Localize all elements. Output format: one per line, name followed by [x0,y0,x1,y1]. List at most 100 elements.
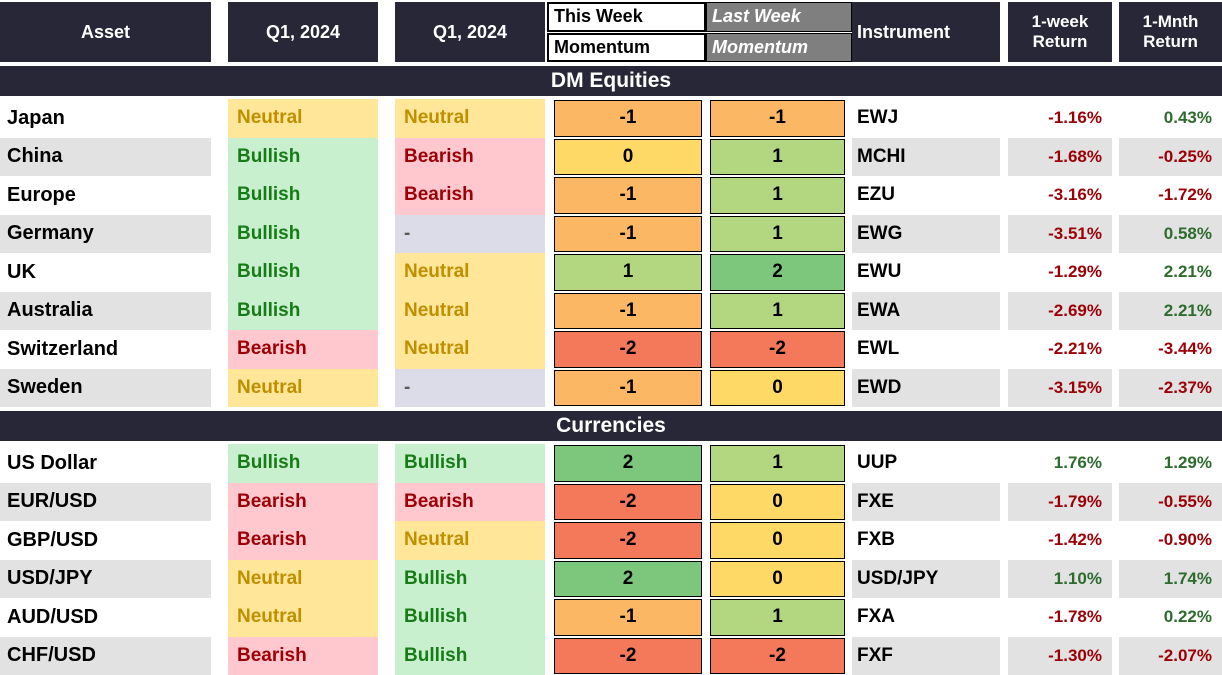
section-header-bar: DM Equities [0,66,1222,96]
q1-signal-current: Neutral [228,369,378,408]
week-return-value: -2.21% [1008,330,1112,369]
asset-name: AUD/USD [0,598,211,637]
last-week-momentum-value: 0 [710,522,845,559]
column-gap [211,369,228,408]
this-week-momentum-value: 2 [554,445,702,482]
column-gap [1112,369,1119,408]
q1-signal-current: Bullish [228,253,378,292]
column-gap [1000,253,1008,292]
column-gap [211,2,228,62]
q1-signal-previous: Bearish [395,483,545,522]
week-return-value: -1.78% [1008,598,1112,637]
q1-signal-current: Neutral [228,560,378,599]
this-week-momentum-cell: -2 [547,637,706,675]
column-gap [1000,637,1008,675]
this-week-momentum-value: -1 [554,177,702,214]
q1-signal-current: Bullish [228,444,378,483]
column-gap [1112,99,1119,138]
column-gap [378,598,395,637]
this-week-momentum-value: -1 [554,370,702,407]
week-return-value: -1.79% [1008,483,1112,522]
asset-name: Sweden [0,369,211,408]
last-week-momentum-cell: 0 [706,521,852,560]
asset-name: UK [0,253,211,292]
this-week-momentum-cell: -2 [547,521,706,560]
week-return-value: -1.42% [1008,521,1112,560]
asset-name: Europe [0,176,211,215]
asset-name: China [0,138,211,177]
column-gap [211,330,228,369]
q1-signal-current: Neutral [228,99,378,138]
week-return-value: 1.10% [1008,560,1112,599]
last-week-momentum-cell: 1 [706,215,852,254]
month-return-value: 2.21% [1119,292,1222,331]
this-week-momentum-value: 1 [554,254,702,291]
col-header-this-week-momentum: This Week Momentum [547,2,706,62]
column-gap [1000,369,1008,408]
instrument-ticker: EWD [852,369,1000,408]
section-header-bar: Currencies [0,411,1222,441]
column-gap [1112,176,1119,215]
column-gap [1112,444,1119,483]
col-header-q1-current: Q1, 2024 [228,2,378,62]
last-week-momentum-value: 1 [710,599,845,636]
last-week-momentum-value: 1 [710,139,845,176]
column-gap [378,637,395,675]
this-week-momentum-cell: -1 [547,176,706,215]
q1-signal-previous: Bearish [395,176,545,215]
instrument-ticker: EWG [852,215,1000,254]
q1-signal-current: Bearish [228,330,378,369]
q1-signal-previous: - [395,215,545,254]
q1-signal-current: Bullish [228,176,378,215]
column-gap [378,215,395,254]
column-gap [1112,138,1119,177]
last-week-momentum-value: -2 [710,638,845,675]
asset-name: Japan [0,99,211,138]
week-return-value: -3.16% [1008,176,1112,215]
last-week-momentum-value: 0 [710,561,845,598]
last-week-momentum-cell: 1 [706,598,852,637]
column-gap [1000,292,1008,331]
last-week-momentum-value: 1 [710,293,845,330]
this-week-momentum-value: -1 [554,599,702,636]
last-week-momentum-value: -2 [710,331,845,368]
this-week-label: This Week [547,2,706,32]
column-gap [211,138,228,177]
column-gap [378,253,395,292]
column-gap [378,2,395,62]
column-gap [1000,215,1008,254]
column-gap [1000,176,1008,215]
column-gap [211,99,228,138]
asset-name: Switzerland [0,330,211,369]
q1-signal-current: Bullish [228,215,378,254]
column-gap [378,176,395,215]
month-return-value: 0.43% [1119,99,1222,138]
q1-signal-current: Bullish [228,292,378,331]
column-gap [211,521,228,560]
week-return-value: 1.76% [1008,444,1112,483]
month-return-value: -3.44% [1119,330,1222,369]
this-week-momentum-cell: -2 [547,483,706,522]
column-gap [378,369,395,408]
month-return-value: 0.58% [1119,215,1222,254]
column-gap [211,253,228,292]
column-gap [211,176,228,215]
instrument-ticker: FXB [852,521,1000,560]
q1-signal-current: Neutral [228,598,378,637]
instrument-ticker: USD/JPY [852,560,1000,599]
month-return-header-line1: 1-Mnth [1143,12,1199,32]
this-week-momentum-cell: 0 [547,138,706,177]
column-gap [1112,521,1119,560]
week-return-value: -1.30% [1008,637,1112,675]
month-return-header-line2: Return [1143,32,1198,52]
month-return-value: -0.90% [1119,521,1222,560]
instrument-ticker: EWL [852,330,1000,369]
month-return-value: 0.22% [1119,598,1222,637]
this-week-momentum-value: -1 [554,216,702,253]
month-return-value: -1.72% [1119,176,1222,215]
